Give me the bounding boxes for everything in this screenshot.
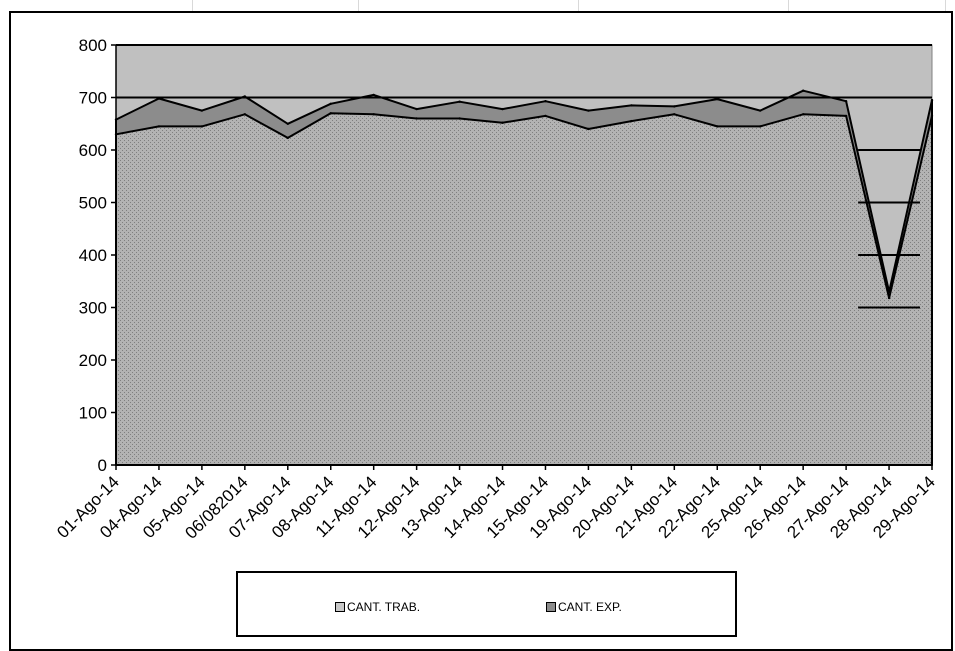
data-point-s1 — [673, 113, 676, 116]
data-point-s1 — [458, 117, 461, 120]
data-point-s2 — [759, 109, 762, 112]
data-point-s1 — [415, 117, 418, 120]
data-point-s2 — [587, 109, 590, 112]
data-point-s1 — [930, 114, 934, 118]
data-point-s1 — [759, 125, 762, 128]
legend-label: CANT. EXP. — [558, 600, 622, 614]
y-tick-label: 0 — [98, 456, 107, 475]
legend-label: CANT. TRAB. — [347, 600, 421, 614]
data-point-s2 — [544, 100, 547, 103]
data-point-s2 — [329, 102, 332, 106]
data-point-s2 — [930, 98, 934, 102]
data-point-s2 — [844, 100, 848, 103]
data-point-s1 — [243, 113, 246, 116]
chart-legend: CANT. TRAB. CANT. EXP. — [236, 571, 737, 637]
data-point-s1 — [329, 112, 332, 115]
data-point-s1 — [887, 296, 891, 300]
legend-swatch-icon — [546, 602, 556, 612]
data-point-s1 — [587, 127, 590, 131]
data-point-s2 — [200, 109, 204, 112]
data-point-s2 — [630, 104, 633, 107]
data-point-s2 — [415, 107, 418, 111]
data-point-s1 — [802, 113, 805, 116]
data-point-s1 — [716, 125, 719, 128]
data-point-s2 — [802, 89, 805, 92]
y-tick-label: 200 — [79, 351, 107, 370]
y-tick-label: 600 — [79, 141, 107, 160]
data-point-s1 — [544, 114, 547, 118]
data-point-s1 — [200, 125, 204, 128]
legend-item-exp: CANT. EXP. — [546, 600, 622, 614]
data-point-s2 — [501, 107, 504, 111]
data-point-s2 — [286, 122, 289, 126]
y-tick-label: 300 — [79, 299, 107, 318]
y-tick-label: 700 — [79, 89, 107, 108]
data-point-s2 — [458, 100, 461, 103]
data-point-s2 — [887, 290, 891, 293]
y-tick-label: 100 — [79, 404, 107, 423]
legend-swatch-icon — [335, 602, 345, 612]
data-point-s1 — [157, 125, 161, 128]
data-point-s1 — [630, 119, 633, 123]
data-point-s2 — [673, 105, 676, 108]
legend-item-trab: CANT. TRAB. — [335, 600, 420, 614]
data-point-s1 — [372, 113, 375, 116]
y-tick-label: 400 — [79, 246, 107, 265]
y-tick-label: 500 — [79, 194, 107, 213]
data-point-s1 — [844, 114, 848, 118]
data-point-s1 — [501, 121, 504, 124]
data-point-s1 — [286, 136, 289, 140]
y-tick-label: 800 — [79, 36, 107, 55]
data-point-s2 — [372, 93, 375, 97]
